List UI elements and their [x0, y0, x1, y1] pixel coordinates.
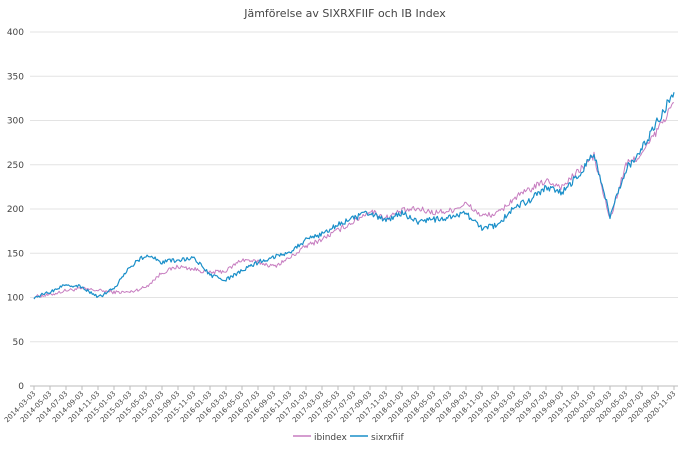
y-tick-label: 350: [7, 72, 24, 82]
series-line-ibindex: [33, 102, 675, 299]
x-axis: 2014-03-032014-05-032014-07-032014-09-03…: [3, 386, 677, 424]
y-tick-label: 50: [13, 338, 25, 348]
legend: ibindex sixrxfiif: [293, 433, 404, 443]
y-tick-label: 400: [7, 28, 24, 38]
grid: [30, 31, 678, 387]
y-axis: 0 50 100 150 200 250 300 350 400: [7, 28, 24, 392]
y-tick-label: 100: [7, 294, 24, 304]
series-line-sixrxfiif: [33, 92, 675, 300]
y-tick-label: 0: [18, 382, 24, 392]
plot-area: [33, 92, 675, 300]
legend-label-ibindex: ibindex: [314, 433, 348, 443]
y-tick-label: 250: [7, 161, 24, 171]
y-tick-label: 300: [7, 117, 24, 127]
chart-title: Jämförelse av SIXRXFIIF och IB Index: [243, 7, 446, 20]
y-tick-label: 200: [7, 205, 24, 215]
legend-label-sixrxfiif: sixrxfiif: [371, 433, 404, 443]
y-tick-label: 150: [7, 249, 24, 259]
